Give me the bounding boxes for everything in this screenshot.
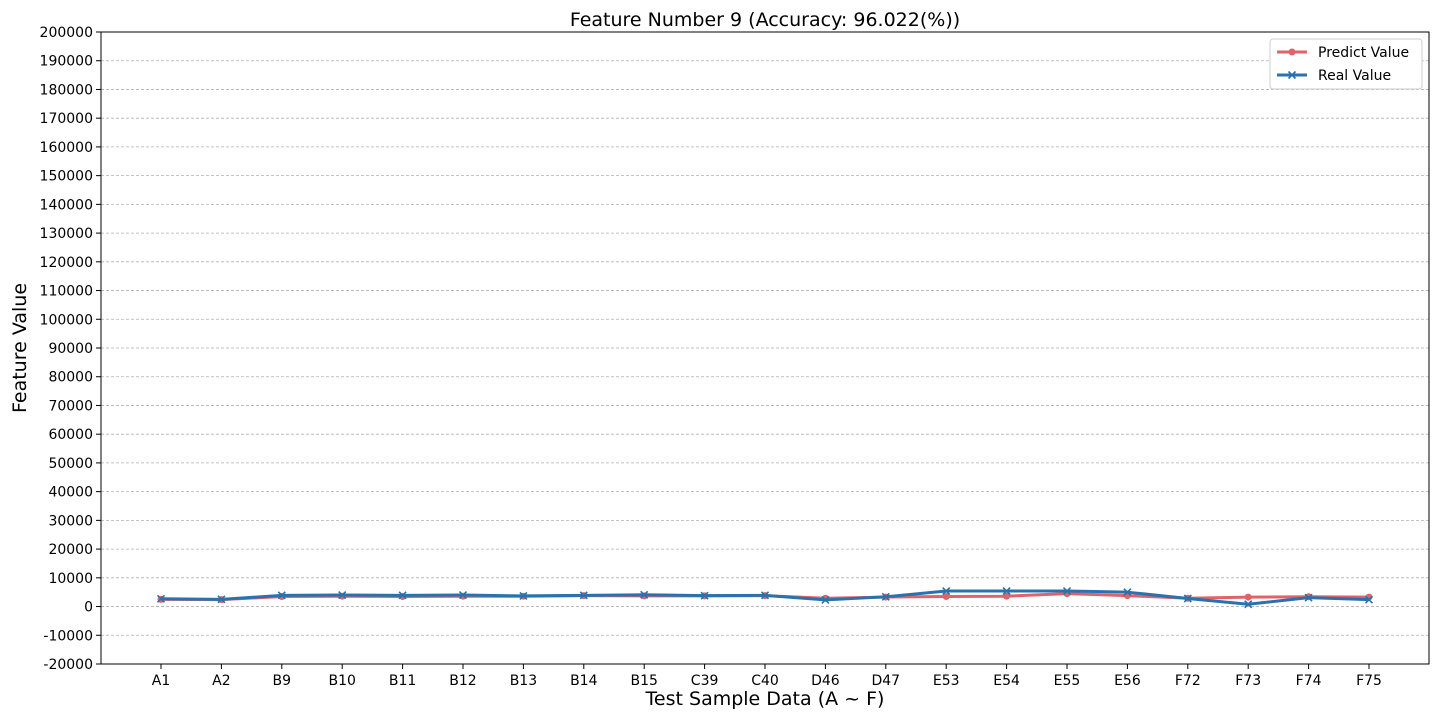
x-tick-label: E54 <box>993 673 1020 689</box>
y-tick-label: 20000 <box>48 542 93 558</box>
y-tick-label: 120000 <box>40 255 93 271</box>
x-tick-label: A2 <box>212 673 230 689</box>
data-point <box>156 594 166 603</box>
data-point <box>338 590 347 600</box>
x-tick-label: C40 <box>751 673 779 689</box>
x-tick-label: B9 <box>273 673 292 689</box>
y-tick-label: 60000 <box>48 427 93 443</box>
data-point <box>1123 588 1132 597</box>
x-tick-label: F73 <box>1235 673 1261 689</box>
y-tick-label: 90000 <box>48 341 93 357</box>
x-tick-label: B13 <box>510 673 537 689</box>
x-axis-ticks: A1 A2 B9 B10 B11 B12 B13 B14 B15 C39 C40 D46 D47 E53 E… <box>152 664 1382 689</box>
y-tick-label: 80000 <box>48 370 93 386</box>
data-point <box>458 590 468 600</box>
x-tick-label: F75 <box>1356 673 1382 689</box>
x-tick-label: E55 <box>1054 673 1081 689</box>
x-tick-label: D47 <box>871 673 900 689</box>
data-point <box>277 591 286 600</box>
x-axis-title: Test Sample Data (A ~ F) <box>645 688 885 710</box>
legend-label: Real Value <box>1318 68 1391 84</box>
legend-entry: Real Value <box>1277 68 1391 84</box>
legend-entry: Predict Value <box>1277 45 1409 61</box>
data-point <box>519 591 528 600</box>
y-tick-label: 160000 <box>40 140 93 156</box>
y-tick-label: 50000 <box>48 456 93 472</box>
y-tick-label: 200000 <box>40 25 93 41</box>
y-tick-label: 150000 <box>40 169 93 185</box>
chart-title: Feature Number 9 (Accuracy: 96.022(%)) <box>570 9 960 31</box>
data-point <box>881 592 890 601</box>
y-tick-label: -10000 <box>43 628 93 644</box>
x-tick-label: B14 <box>570 673 598 689</box>
legend: Predict Value Real Value <box>1269 38 1423 90</box>
x-tick-label: B12 <box>449 673 476 689</box>
x-tick-label: D46 <box>811 673 840 689</box>
y-tick-label: 110000 <box>40 284 93 300</box>
data-point <box>760 591 770 600</box>
y-tick-label: 70000 <box>48 398 93 414</box>
data-point <box>1002 586 1011 596</box>
data-point <box>579 591 588 600</box>
data-point <box>640 590 649 599</box>
data-point <box>700 591 709 600</box>
x-tick-label: A1 <box>152 673 170 689</box>
y-tick-label: 130000 <box>40 226 93 242</box>
plot-frame <box>100 31 1430 665</box>
x-tick-label: E56 <box>1114 673 1141 689</box>
series-real-value <box>156 586 1374 609</box>
y-tick-label: 30000 <box>48 513 93 529</box>
y-tick-label: -20000 <box>43 657 93 673</box>
data-point <box>942 592 950 600</box>
y-axis-ticks: -20000 -10000 0 10000 20000 30000 40000 50000 60… <box>40 25 101 673</box>
x-tick-label: B15 <box>630 673 657 689</box>
x-tick-label: B10 <box>328 673 355 689</box>
data-point <box>942 586 951 596</box>
y-tick-label: 180000 <box>40 82 93 98</box>
y-axis-title: Feature Value <box>9 283 31 413</box>
data-point <box>1364 595 1374 604</box>
data-point <box>1244 593 1252 601</box>
y-tick-label: 40000 <box>48 485 93 501</box>
y-tick-label: 0 <box>84 600 93 616</box>
data-point <box>1062 586 1072 596</box>
x-tick-label: C39 <box>691 673 719 689</box>
y-tick-label: 170000 <box>40 111 93 127</box>
x-tick-label: F72 <box>1175 673 1201 689</box>
legend-box <box>1269 38 1423 90</box>
data-point <box>398 591 407 600</box>
x-tick-label: B11 <box>389 673 416 689</box>
legend-label: Predict Value <box>1318 45 1409 61</box>
data-point <box>1244 600 1253 609</box>
data-point <box>1003 592 1011 600</box>
series-layer <box>156 586 1374 609</box>
data-point <box>821 595 830 605</box>
x-tick-label: F74 <box>1296 673 1322 689</box>
x-tick-label: E53 <box>933 673 960 689</box>
y-tick-label: 10000 <box>48 571 93 587</box>
data-point <box>1183 594 1192 603</box>
y-tick-label: 140000 <box>40 197 93 213</box>
data-point <box>1304 593 1313 602</box>
data-point <box>217 595 226 604</box>
grid-lines <box>101 31 1429 665</box>
y-tick-label: 100000 <box>40 312 93 328</box>
y-tick-label: 190000 <box>40 54 93 70</box>
